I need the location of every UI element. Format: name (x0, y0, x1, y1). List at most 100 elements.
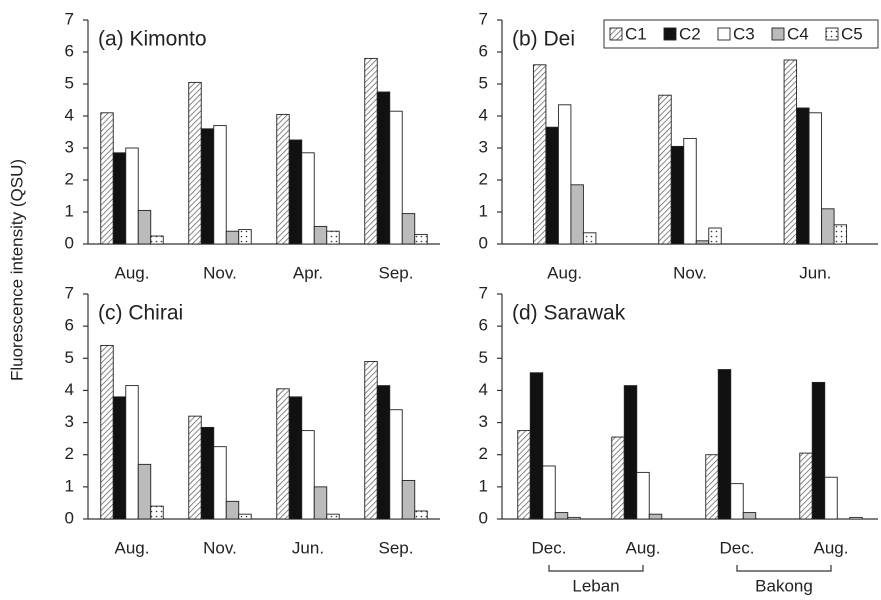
bar (301, 152, 315, 245)
group-label: Bakong (755, 576, 813, 595)
bar (238, 229, 252, 245)
bar (705, 454, 719, 520)
x-tick-label: Aug. (115, 538, 150, 557)
x-tick-label: Apr. (293, 263, 323, 282)
group-bracket (548, 565, 644, 572)
y-tick-label: 3 (65, 137, 74, 156)
bar (326, 513, 340, 520)
y-tick-label: 2 (479, 444, 488, 463)
y-tick-label: 5 (65, 348, 74, 367)
bar (100, 344, 114, 520)
bar (112, 396, 127, 520)
bar (623, 385, 638, 520)
bar (717, 369, 732, 520)
bar (695, 240, 710, 245)
bar (188, 81, 202, 245)
legend-swatch (825, 27, 839, 41)
y-tick-label: 3 (479, 412, 488, 431)
bar (364, 361, 378, 520)
bar (799, 452, 813, 520)
y-tick-label: 0 (65, 233, 74, 252)
bar (200, 128, 215, 245)
legend-swatch (771, 27, 785, 41)
x-tick-label: Jun. (799, 263, 831, 282)
bar (213, 125, 227, 245)
bar (137, 209, 152, 245)
bar (658, 94, 672, 245)
y-tick-label: 1 (479, 201, 488, 220)
legend-label: C2 (679, 24, 701, 43)
bar (708, 227, 722, 245)
y-tick-label: 0 (479, 233, 488, 252)
y-tick-label: 7 (479, 9, 488, 28)
bar (783, 59, 798, 245)
bar (313, 225, 328, 245)
bar (683, 137, 697, 245)
y-tick-label: 2 (479, 169, 488, 188)
x-tick-label: Aug. (626, 538, 661, 557)
x-tick-label: Dec. (720, 538, 755, 557)
bar (808, 112, 823, 245)
y-tick-label: 6 (479, 41, 488, 60)
bar (389, 110, 403, 245)
panel-title: (b) Dei (512, 28, 575, 51)
bar (833, 224, 848, 245)
bar (730, 483, 744, 520)
bar (112, 152, 127, 245)
y-tick-label: 4 (65, 105, 74, 124)
panel-title: (d) Sarawak (512, 302, 626, 325)
legend-label: C5 (841, 24, 863, 43)
bar (821, 208, 835, 245)
bar (824, 476, 838, 520)
bar (213, 446, 227, 520)
bar (225, 230, 240, 245)
bar (376, 385, 391, 520)
bar (401, 213, 416, 245)
bar (414, 510, 428, 520)
bar (200, 426, 215, 520)
y-axis-label: Fluorescence intensity (QSU) (7, 159, 26, 381)
bar (137, 463, 152, 520)
y-tick-label: 0 (65, 508, 74, 527)
bar (276, 113, 290, 245)
y-tick-label: 4 (479, 105, 488, 124)
bar (150, 235, 164, 245)
y-tick-label: 7 (479, 283, 488, 302)
x-tick-label: Nov. (203, 263, 237, 282)
bar (517, 430, 531, 520)
y-tick-label: 1 (65, 201, 74, 220)
legend-label: C3 (733, 24, 755, 43)
bar (557, 104, 572, 245)
bar (811, 381, 826, 520)
bar (545, 126, 559, 245)
bar (582, 232, 597, 245)
y-tick-label: 4 (479, 380, 488, 399)
legend-swatch (609, 27, 623, 41)
y-tick-label: 1 (479, 476, 488, 495)
y-tick-label: 6 (65, 41, 74, 60)
y-tick-label: 6 (479, 316, 488, 335)
y-tick-label: 7 (65, 283, 74, 302)
y-tick-label: 2 (65, 169, 74, 188)
y-tick-label: 3 (65, 412, 74, 431)
bar (225, 500, 240, 520)
legend-swatch (663, 27, 677, 41)
group-label: Leban (572, 576, 619, 595)
bar (542, 465, 556, 520)
x-tick-label: Nov. (673, 263, 707, 282)
x-tick-label: Aug. (115, 263, 150, 282)
bar (100, 112, 114, 245)
bar (567, 516, 581, 520)
bar (742, 512, 757, 520)
bar (389, 409, 403, 520)
bar (125, 147, 139, 245)
bar (570, 184, 584, 245)
bar (125, 385, 139, 520)
bar (326, 230, 340, 245)
bar (414, 233, 428, 245)
bar (276, 388, 290, 520)
panel-title: (a) Kimonto (98, 28, 207, 51)
bar (288, 139, 303, 245)
y-tick-label: 4 (65, 380, 74, 399)
